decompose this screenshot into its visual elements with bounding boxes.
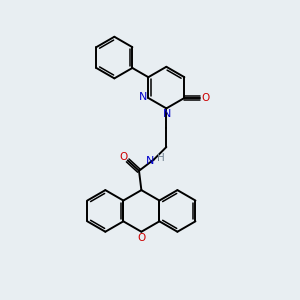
Text: H: H: [157, 153, 164, 163]
Text: N: N: [139, 92, 147, 102]
Text: O: O: [119, 152, 128, 162]
Text: O: O: [201, 93, 209, 103]
Text: O: O: [137, 233, 146, 243]
Text: N: N: [146, 156, 154, 166]
Text: N: N: [163, 109, 171, 119]
